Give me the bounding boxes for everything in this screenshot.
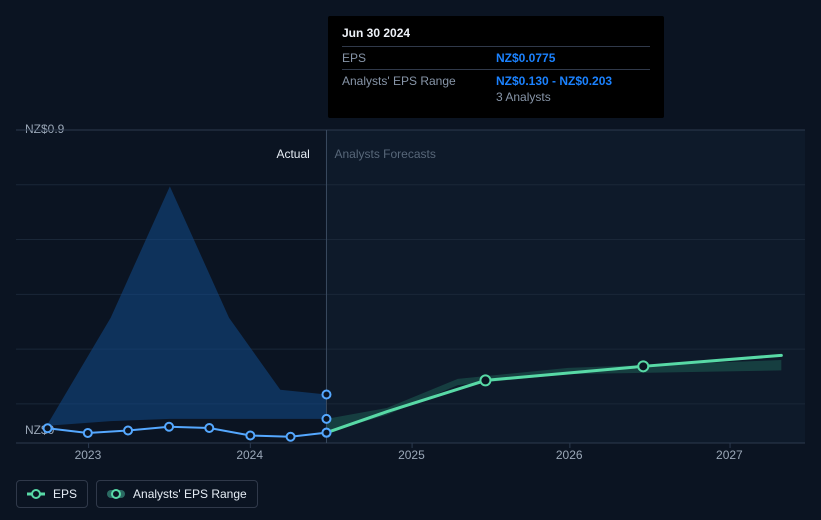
tooltip-value: NZ$0.130 - NZ$0.203	[496, 74, 650, 88]
legend-label: EPS	[53, 487, 77, 501]
tooltip-row-range: Analysts' EPS Range NZ$0.130 - NZ$0.203 …	[342, 69, 650, 108]
legend-item-eps[interactable]: EPS	[16, 480, 88, 508]
tooltip-value: NZ$0.0775	[496, 51, 650, 65]
tooltip-label: Analysts' EPS Range	[342, 74, 496, 88]
legend-item-range[interactable]: Analysts' EPS Range	[96, 480, 258, 508]
tooltip-label: EPS	[342, 51, 496, 65]
tooltip-row-eps: EPS NZ$0.0775	[342, 46, 650, 69]
tooltip-sub: 3 Analysts	[496, 90, 650, 104]
chart-tooltip: Jun 30 2024 EPS NZ$0.0775 Analysts' EPS …	[328, 16, 664, 118]
tooltip-date: Jun 30 2024	[342, 26, 650, 40]
legend-swatch-eps-icon	[27, 489, 45, 499]
legend-label: Analysts' EPS Range	[133, 487, 247, 501]
legend-swatch-range-icon	[107, 489, 125, 499]
